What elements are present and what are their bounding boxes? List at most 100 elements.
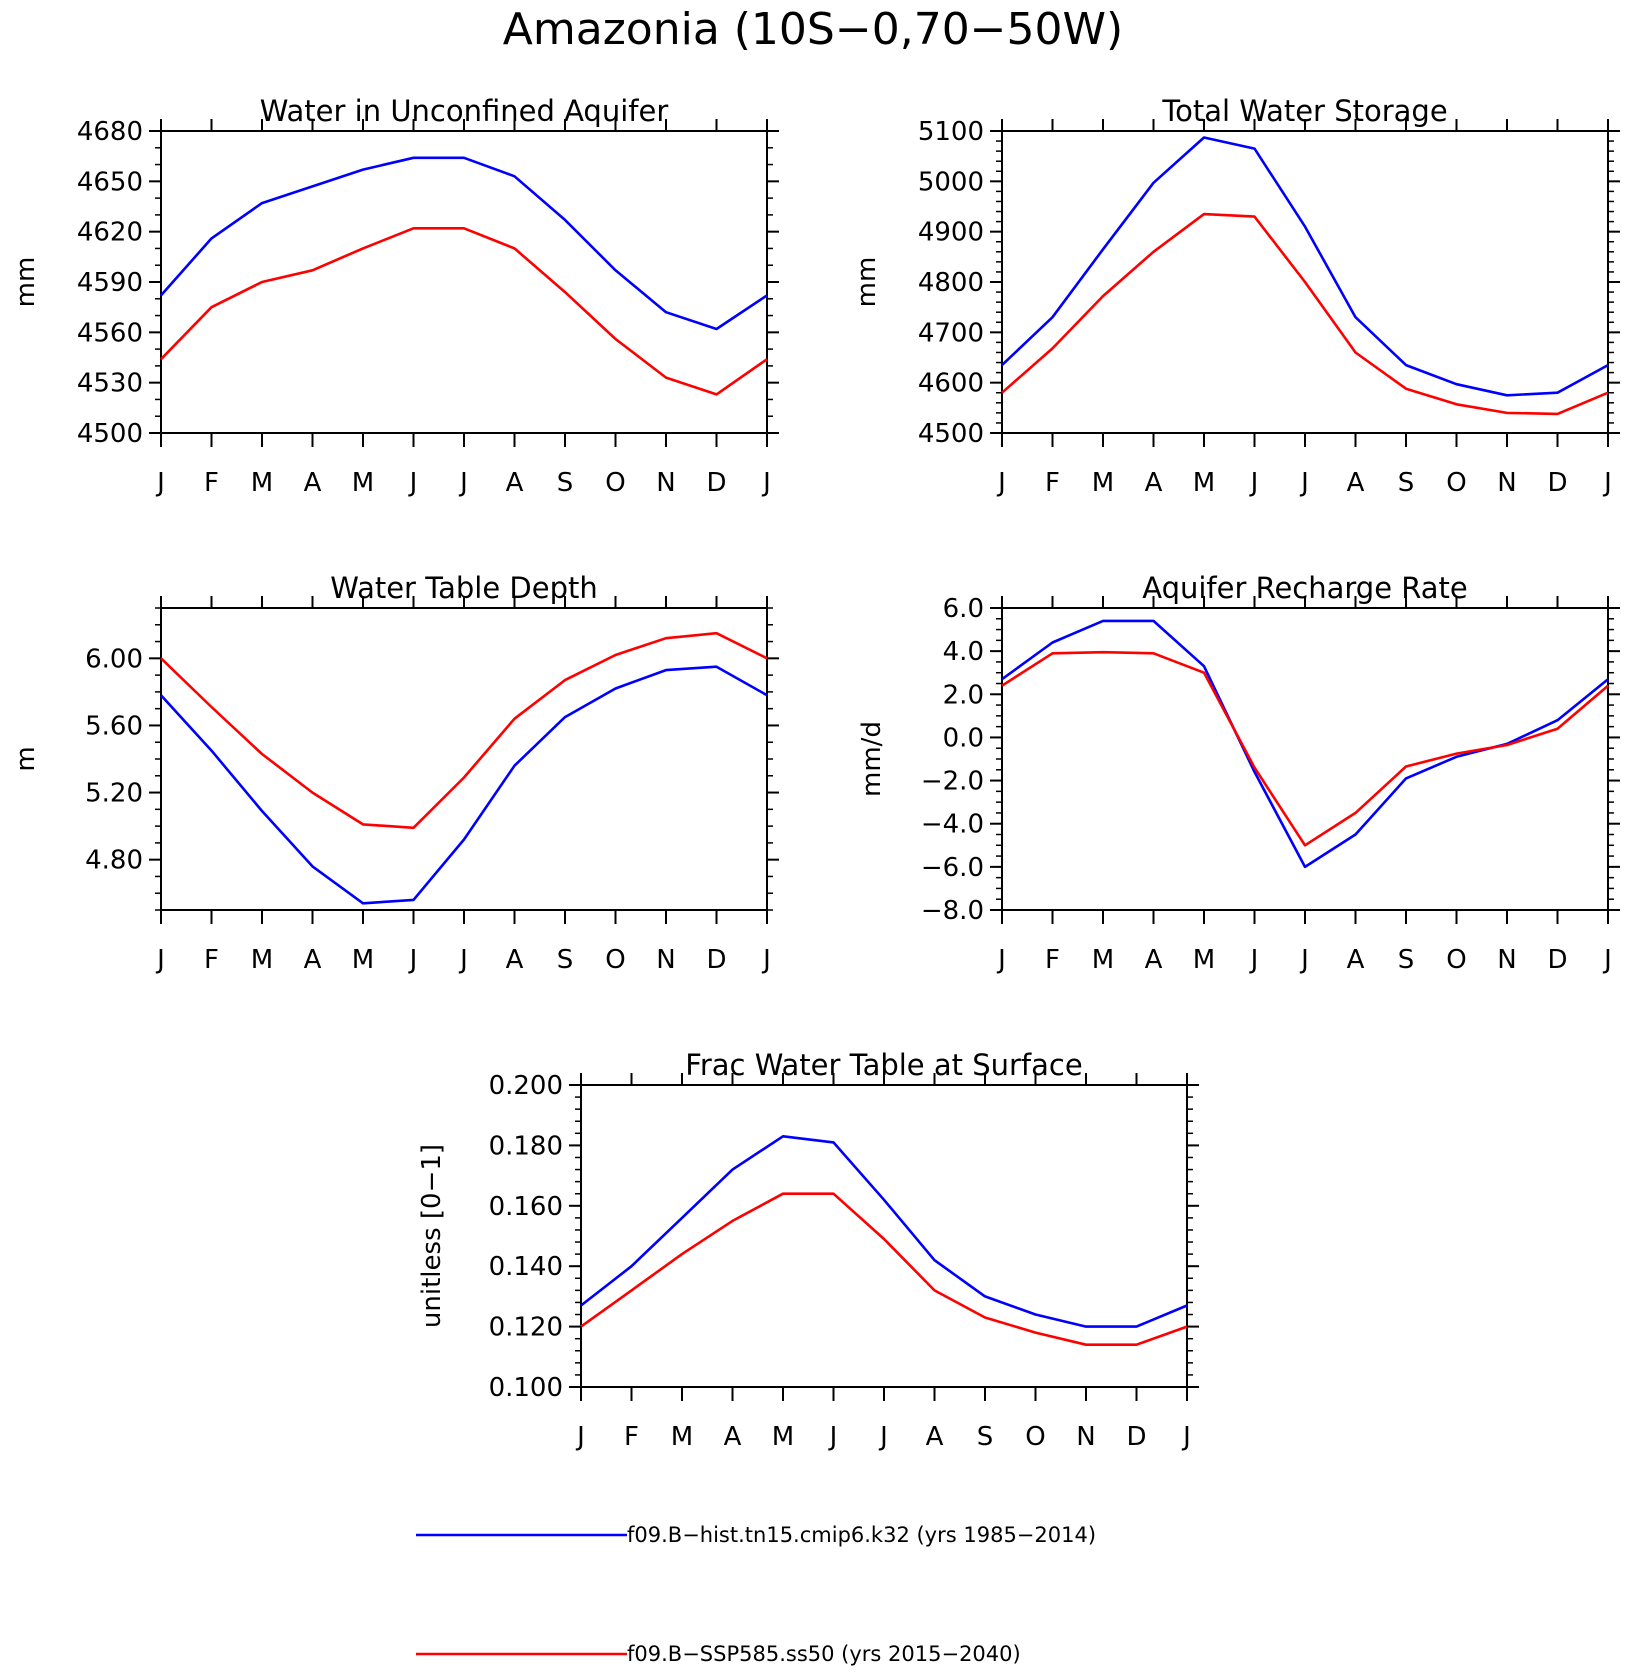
- y-tick-label: 0.140: [489, 1252, 563, 1282]
- x-tick-label: N: [1497, 468, 1516, 498]
- y-tick-label: −6.0: [921, 853, 984, 883]
- y-tick-label: 4680: [77, 117, 143, 147]
- x-tick-label: A: [506, 945, 524, 975]
- series-line-ssp: [160, 631, 768, 830]
- series-line-ssp: [160, 227, 768, 396]
- x-tick-label: F: [204, 468, 219, 498]
- plot-frame: [160, 130, 768, 434]
- x-tick-label: J: [1299, 468, 1309, 498]
- x-tick-label: A: [1145, 468, 1163, 498]
- y-tick-label: 4700: [918, 318, 984, 348]
- x-tick-label: N: [1497, 945, 1516, 975]
- x-tick-label: J: [458, 945, 468, 975]
- legend-label-ssp: f09.B−SSP585.ss50 (yrs 2015−2040): [627, 1642, 1021, 1666]
- x-tick-label: A: [724, 1422, 742, 1452]
- y-tick-label: 0.180: [489, 1131, 563, 1161]
- x-tick-label: J: [408, 468, 418, 498]
- x-tick-label: M: [352, 945, 374, 975]
- x-tick-label: A: [1347, 468, 1365, 498]
- x-tick-label: J: [575, 1422, 585, 1452]
- legend: f09.B−hist.tn15.cmip6.k32 (yrs 1985−2014…: [416, 1523, 1096, 1666]
- y-tick-label: 0.200: [489, 1071, 563, 1101]
- y-tick-label: 4500: [77, 419, 143, 449]
- x-tick-label: A: [1347, 945, 1365, 975]
- x-tick-label: F: [204, 945, 219, 975]
- x-tick-label: A: [1145, 945, 1163, 975]
- x-tick-label: S: [1398, 945, 1415, 975]
- panel-total-water-storage: Total Water Storage450046004700480049005…: [852, 94, 1620, 498]
- x-tick-label: O: [1446, 468, 1466, 498]
- plot-frame: [160, 607, 768, 911]
- y-tick-label: 0.160: [489, 1192, 563, 1222]
- series-line-hist: [1001, 619, 1609, 869]
- x-tick-label: J: [996, 468, 1006, 498]
- x-tick-label: A: [304, 468, 322, 498]
- x-tick-label: J: [155, 468, 165, 498]
- y-tick-label: 4560: [77, 318, 143, 348]
- y-tick-label: 4590: [77, 268, 143, 298]
- x-tick-label: M: [251, 945, 273, 975]
- x-tick-label: J: [878, 1422, 888, 1452]
- x-tick-label: N: [656, 468, 675, 498]
- x-tick-label: S: [557, 945, 574, 975]
- y-axis-label: m: [11, 746, 41, 771]
- y-tick-label: 2.0: [943, 680, 984, 710]
- x-tick-label: O: [1446, 945, 1466, 975]
- x-tick-label: A: [926, 1422, 944, 1452]
- y-tick-label: 0.120: [489, 1313, 563, 1343]
- x-tick-label: D: [1126, 1422, 1146, 1452]
- x-tick-label: J: [1602, 945, 1612, 975]
- y-tick-label: −4.0: [921, 810, 984, 840]
- series-line-ssp: [580, 1192, 1188, 1346]
- x-tick-label: J: [458, 468, 468, 498]
- x-tick-label: D: [706, 945, 726, 975]
- x-tick-label: J: [155, 945, 165, 975]
- series-line-hist: [580, 1135, 1188, 1328]
- x-tick-label: M: [772, 1422, 794, 1452]
- x-tick-label: J: [1249, 468, 1259, 498]
- y-tick-label: 4.80: [85, 846, 143, 876]
- x-tick-label: F: [624, 1422, 639, 1452]
- y-tick-label: 5000: [918, 167, 984, 197]
- x-tick-label: J: [1602, 468, 1612, 498]
- x-tick-label: M: [1193, 945, 1215, 975]
- x-tick-label: F: [1045, 468, 1060, 498]
- x-tick-label: D: [706, 468, 726, 498]
- x-tick-label: J: [1249, 945, 1259, 975]
- x-tick-label: A: [506, 468, 524, 498]
- panel-frac-water-table-at-surface: Frac Water Table at Surface0.1000.1200.1…: [417, 1048, 1199, 1452]
- series-line-ssp: [1001, 212, 1609, 416]
- x-tick-label: J: [996, 945, 1006, 975]
- y-tick-label: 5100: [918, 117, 984, 147]
- x-tick-label: M: [1092, 945, 1114, 975]
- y-axis-label: unitless [0−1]: [417, 1144, 447, 1328]
- x-tick-label: J: [828, 1422, 838, 1452]
- y-tick-label: 4.0: [943, 637, 984, 667]
- x-tick-label: D: [1547, 468, 1567, 498]
- x-tick-label: M: [671, 1422, 693, 1452]
- y-tick-label: 0.100: [489, 1373, 563, 1403]
- x-tick-label: S: [557, 468, 574, 498]
- y-tick-label: 4900: [918, 218, 984, 248]
- x-tick-label: J: [1299, 945, 1309, 975]
- x-tick-label: O: [605, 945, 625, 975]
- x-tick-label: O: [605, 468, 625, 498]
- x-tick-label: D: [1547, 945, 1567, 975]
- x-tick-label: F: [1045, 945, 1060, 975]
- x-tick-label: A: [304, 945, 322, 975]
- series-line-hist: [160, 156, 768, 331]
- x-tick-label: M: [1092, 468, 1114, 498]
- legend-label-hist: f09.B−hist.tn15.cmip6.k32 (yrs 1985−2014…: [627, 1523, 1096, 1547]
- y-tick-label: 4600: [918, 369, 984, 399]
- x-tick-label: N: [656, 945, 675, 975]
- x-tick-label: S: [1398, 468, 1415, 498]
- panel-aquifer-recharge-rate: Aquifer Recharge Rate−8.0−6.0−4.0−2.00.0…: [857, 571, 1620, 975]
- y-tick-label: 4500: [918, 419, 984, 449]
- series-line-hist: [1001, 136, 1609, 397]
- x-tick-label: M: [352, 468, 374, 498]
- x-tick-label: M: [1193, 468, 1215, 498]
- x-tick-label: O: [1025, 1422, 1045, 1452]
- series-line-hist: [160, 665, 768, 905]
- x-tick-label: J: [408, 945, 418, 975]
